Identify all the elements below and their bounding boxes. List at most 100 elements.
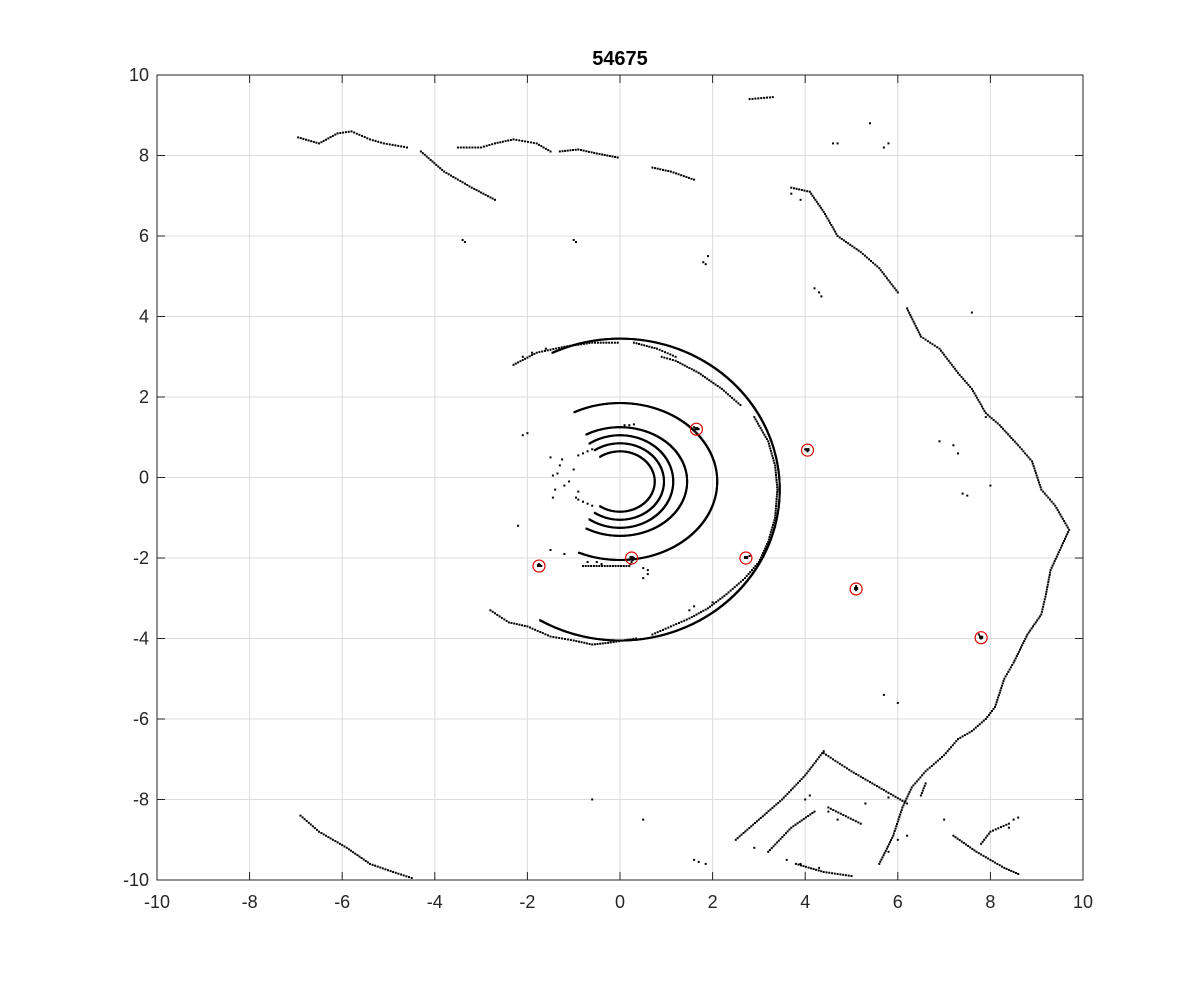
scan-point: [671, 359, 674, 361]
scan-point: [1043, 600, 1046, 603]
scan-point: [739, 404, 742, 406]
scan-point: [1018, 446, 1021, 449]
scan-point: [360, 857, 363, 859]
scan-point: [775, 803, 778, 806]
scan-point: [800, 864, 802, 867]
scan-point: [774, 464, 777, 467]
scan-point: [642, 818, 645, 821]
scan-point: [369, 862, 371, 865]
scan-point: [847, 816, 850, 819]
scan-point: [632, 341, 635, 344]
scan-point: [538, 351, 541, 354]
scan-point: [651, 166, 654, 169]
scan-point: [1036, 476, 1039, 479]
scan-point: [471, 146, 474, 149]
scan-point: [468, 146, 471, 149]
detection-point: [854, 586, 859, 590]
scan-point: [913, 322, 916, 325]
scan-point: [882, 789, 885, 792]
scan-point: [679, 362, 682, 365]
scan-point: [904, 799, 907, 802]
scan-point: [484, 193, 487, 196]
scan-point: [807, 770, 810, 773]
y-tick-label: -2: [133, 548, 149, 568]
scan-point: [625, 565, 628, 567]
scan-point: [834, 810, 837, 813]
scan-point: [827, 806, 830, 809]
scan-point: [738, 835, 741, 838]
scan-point: [1010, 869, 1013, 872]
scan-point: [1017, 873, 1020, 875]
scan-point: [1016, 653, 1019, 655]
scan-point: [843, 765, 846, 768]
scan-point: [712, 382, 715, 385]
scan-point: [850, 770, 853, 773]
scan-point: [936, 759, 939, 762]
scan-point: [727, 393, 729, 396]
scan-point: [394, 871, 397, 874]
scan-point: [487, 195, 489, 198]
scan-point: [951, 744, 954, 747]
scan-point: [757, 422, 760, 425]
scan-point: [646, 569, 649, 572]
scan-point: [992, 419, 995, 421]
scan-point: [827, 810, 830, 813]
scan-point: [748, 555, 751, 557]
scan-point: [466, 184, 469, 186]
scan-point: [1026, 633, 1029, 636]
scan-point: [872, 261, 875, 264]
scan-point: [391, 143, 394, 146]
scan-point: [599, 341, 602, 344]
scan-point: [989, 484, 992, 487]
scan-point: [938, 440, 941, 443]
scan-point: [946, 750, 949, 753]
scan-point: [774, 509, 777, 512]
scan-point: [485, 144, 488, 147]
scan-point: [971, 847, 974, 850]
scan-point: [496, 141, 499, 144]
scan-point: [1032, 465, 1035, 468]
scan-point: [988, 415, 991, 418]
scan-point: [822, 752, 825, 755]
scan-point: [765, 811, 768, 814]
scan-point: [817, 869, 820, 872]
scan-point: [1009, 666, 1012, 669]
scan-point: [795, 783, 798, 786]
scan-point: [549, 150, 552, 153]
scan-point: [374, 140, 377, 142]
scan-point: [590, 151, 593, 154]
scan-point: [735, 584, 738, 587]
scan-point: [704, 862, 707, 865]
scan-point: [688, 609, 691, 612]
scan-point: [1044, 595, 1047, 598]
scan-point: [838, 762, 841, 765]
scan-point: [1034, 469, 1037, 472]
scan-point: [955, 740, 958, 743]
scan-point: [552, 636, 555, 638]
scan-point: [760, 97, 763, 100]
scan-point: [1012, 661, 1015, 664]
scan-point: [869, 122, 871, 125]
scan-point: [540, 565, 543, 567]
scan-point: [697, 428, 700, 431]
x-tick-label: -8: [242, 892, 258, 912]
scan-point: [896, 820, 899, 823]
scan-point: [882, 146, 885, 149]
scan-point: [667, 170, 670, 172]
scan-point: [672, 624, 675, 627]
scan-point: [685, 618, 688, 621]
scan-point: [1061, 517, 1064, 520]
scan-point: [1002, 680, 1005, 683]
scan-point: [556, 472, 559, 475]
scan-point: [566, 345, 569, 348]
scan-point: [919, 776, 922, 779]
scan-point: [996, 422, 999, 425]
scan-point: [811, 764, 814, 767]
scan-point: [667, 626, 670, 629]
scan-point: [494, 142, 496, 145]
scan-point: [488, 144, 491, 146]
scan-point: [782, 796, 785, 799]
scan-point: [919, 794, 922, 797]
scan-point: [763, 549, 765, 552]
scan-point: [973, 849, 976, 852]
